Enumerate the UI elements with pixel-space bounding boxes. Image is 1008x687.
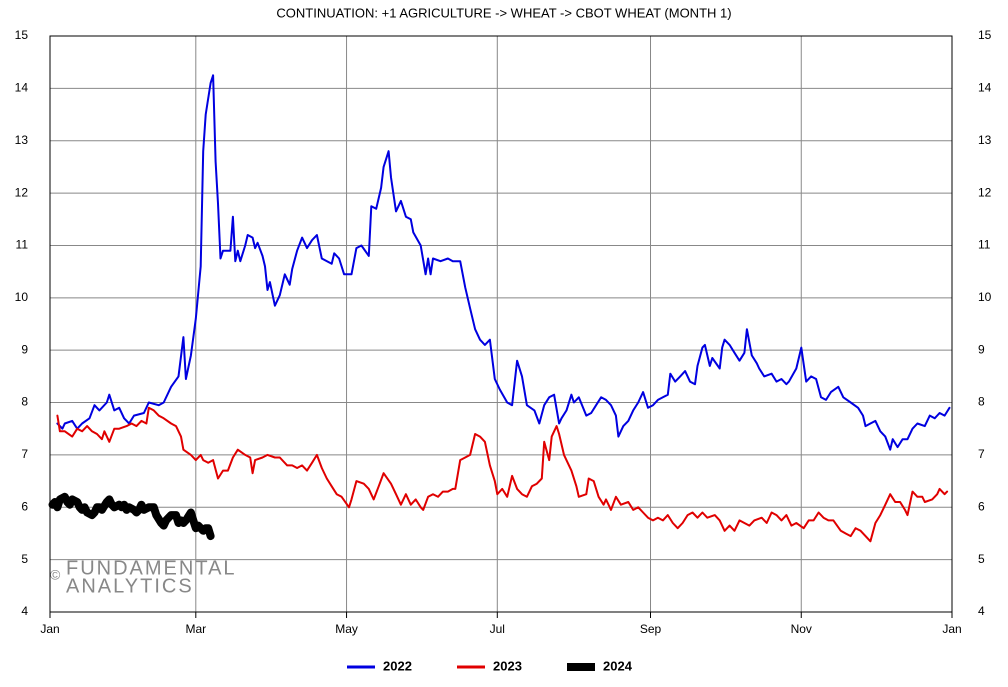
legend-label: 2024 [603, 658, 633, 673]
watermark-symbol: © [50, 567, 61, 583]
y-tick-label: 13 [15, 133, 29, 147]
watermark: © FUNDAMENTAL ANALYTICS [50, 557, 237, 597]
x-tick-label: May [335, 622, 358, 636]
legend-label: 2022 [383, 658, 412, 673]
legend-label: 2023 [493, 658, 522, 673]
data-line [48, 492, 215, 541]
watermark-text: FUNDAMENTAL [66, 557, 237, 579]
y-tick-label: 11 [16, 238, 29, 252]
y2-tick-label: 7 [978, 447, 985, 461]
y-tick-label: 10 [15, 290, 29, 304]
y2-tick-label: 4 [978, 604, 985, 618]
y-tick-label: 12 [15, 185, 29, 199]
y2-tick-label: 5 [978, 552, 985, 566]
y-tick-label: 15 [15, 28, 29, 42]
x-tick-label: Jul [490, 622, 505, 636]
y2-tick-label: 15 [978, 28, 992, 42]
y-tick-label: 8 [21, 395, 28, 409]
chart-title: CONTINUATION: +1 AGRICULTURE -> WHEAT ->… [276, 5, 731, 20]
x-tick-label: Jan [942, 622, 961, 636]
x-tick-label: Nov [791, 622, 812, 636]
y-tick-label: 7 [21, 447, 28, 461]
x-tick-label: Jan [40, 622, 59, 636]
y-tick-label: 5 [21, 552, 28, 566]
y-tick-label: 6 [21, 499, 28, 513]
y2-tick-label: 12 [978, 185, 992, 199]
y2-tick-label: 6 [978, 499, 985, 513]
y-tick-label: 14 [15, 81, 29, 95]
y2-tick-label: 8 [978, 395, 985, 409]
y-tick-label: 9 [21, 342, 28, 356]
x-tick-label: Sep [640, 622, 662, 636]
y2-tick-label: 13 [978, 133, 992, 147]
y2-tick-label: 10 [978, 290, 992, 304]
y-tick-label: 4 [21, 604, 28, 618]
y2-tick-label: 11 [978, 238, 991, 252]
y2-tick-label: 14 [978, 81, 992, 95]
x-tick-label: Mar [185, 622, 206, 636]
watermark-text: ANALYTICS [66, 575, 194, 597]
data-line [56, 406, 949, 543]
y2-tick-label: 9 [978, 342, 985, 356]
data-line [56, 74, 951, 451]
plot-frame [49, 35, 953, 613]
